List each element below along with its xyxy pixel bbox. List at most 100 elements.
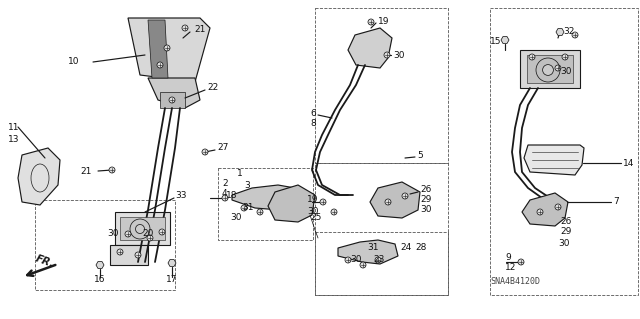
Text: 30: 30 xyxy=(230,212,241,221)
Circle shape xyxy=(555,65,561,71)
Text: 5: 5 xyxy=(417,152,423,160)
Polygon shape xyxy=(527,55,573,83)
Text: 23: 23 xyxy=(373,256,385,264)
Text: 14: 14 xyxy=(623,159,634,167)
Polygon shape xyxy=(168,260,176,266)
Text: FR.: FR. xyxy=(34,254,56,270)
Circle shape xyxy=(241,205,247,211)
Circle shape xyxy=(169,97,175,103)
Text: 29: 29 xyxy=(560,227,572,236)
Circle shape xyxy=(109,167,115,173)
Polygon shape xyxy=(120,217,165,240)
Polygon shape xyxy=(268,185,315,222)
Text: 2: 2 xyxy=(222,179,228,188)
Polygon shape xyxy=(556,28,564,35)
Circle shape xyxy=(125,231,131,237)
Bar xyxy=(110,245,148,265)
Circle shape xyxy=(117,249,123,255)
Text: 12: 12 xyxy=(505,263,516,272)
Text: 1: 1 xyxy=(237,168,243,177)
Polygon shape xyxy=(370,182,420,218)
Circle shape xyxy=(159,229,165,235)
Polygon shape xyxy=(160,92,185,108)
Text: 28: 28 xyxy=(415,242,426,251)
Circle shape xyxy=(529,54,535,60)
Circle shape xyxy=(572,32,578,38)
Text: 3: 3 xyxy=(244,181,250,189)
Polygon shape xyxy=(148,20,168,78)
Text: 13: 13 xyxy=(8,135,19,144)
Text: 30: 30 xyxy=(307,207,319,217)
Text: 11: 11 xyxy=(8,122,19,131)
Text: 17: 17 xyxy=(166,276,178,285)
Circle shape xyxy=(136,225,145,234)
Bar xyxy=(218,168,313,240)
Circle shape xyxy=(222,195,228,201)
Text: 6: 6 xyxy=(310,108,316,117)
Text: 24: 24 xyxy=(400,242,412,251)
Polygon shape xyxy=(522,193,568,226)
Circle shape xyxy=(320,199,326,205)
Text: 26: 26 xyxy=(560,218,572,226)
Circle shape xyxy=(385,199,391,205)
Text: SNA4B4120D: SNA4B4120D xyxy=(490,278,540,286)
Circle shape xyxy=(543,65,554,75)
Text: 7: 7 xyxy=(613,197,619,206)
Circle shape xyxy=(375,257,381,263)
Text: 30: 30 xyxy=(420,205,431,214)
Text: 8: 8 xyxy=(310,118,316,128)
Circle shape xyxy=(402,193,408,199)
Bar xyxy=(490,8,638,295)
Circle shape xyxy=(537,209,543,215)
Text: 19: 19 xyxy=(378,18,390,26)
Text: 31: 31 xyxy=(242,203,253,211)
Circle shape xyxy=(345,257,351,263)
Text: 4: 4 xyxy=(222,189,228,197)
Circle shape xyxy=(555,204,561,210)
Text: 31: 31 xyxy=(367,242,378,251)
Polygon shape xyxy=(501,37,509,43)
Circle shape xyxy=(360,262,366,268)
Polygon shape xyxy=(96,262,104,269)
Circle shape xyxy=(331,209,337,215)
Bar xyxy=(315,163,448,295)
Polygon shape xyxy=(128,18,210,82)
Circle shape xyxy=(257,209,263,215)
Text: 30: 30 xyxy=(558,240,570,249)
Text: 22: 22 xyxy=(207,84,218,93)
Text: 19: 19 xyxy=(307,196,319,204)
Polygon shape xyxy=(18,148,60,205)
Text: 16: 16 xyxy=(94,276,106,285)
Text: 32: 32 xyxy=(563,27,574,36)
Text: 30: 30 xyxy=(350,256,362,264)
Text: 18: 18 xyxy=(226,191,237,201)
Text: 33: 33 xyxy=(175,191,186,201)
Bar xyxy=(315,8,448,163)
Text: 10: 10 xyxy=(68,57,79,66)
Text: 27: 27 xyxy=(217,144,228,152)
Text: 25: 25 xyxy=(310,213,321,222)
Circle shape xyxy=(164,45,170,51)
Circle shape xyxy=(147,235,153,241)
Circle shape xyxy=(182,25,188,31)
Polygon shape xyxy=(148,78,200,108)
Text: 30: 30 xyxy=(393,50,404,60)
Text: 9: 9 xyxy=(505,254,511,263)
Text: 15: 15 xyxy=(490,38,502,47)
Circle shape xyxy=(135,252,141,258)
Circle shape xyxy=(562,54,568,60)
Text: 21: 21 xyxy=(194,26,205,34)
Polygon shape xyxy=(524,145,584,175)
Text: 30: 30 xyxy=(560,68,572,77)
Text: 29: 29 xyxy=(420,196,431,204)
Circle shape xyxy=(202,149,208,155)
Bar xyxy=(35,200,175,290)
Text: 30: 30 xyxy=(107,228,118,238)
Circle shape xyxy=(368,19,374,25)
Text: 21: 21 xyxy=(80,167,92,175)
Bar xyxy=(115,212,170,245)
Text: 20: 20 xyxy=(142,228,154,238)
Circle shape xyxy=(384,52,390,58)
Bar xyxy=(315,232,448,295)
Polygon shape xyxy=(232,185,298,210)
